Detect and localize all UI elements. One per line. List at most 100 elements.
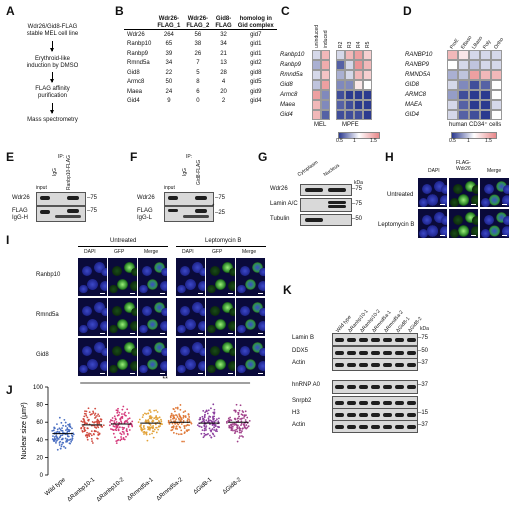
data-point — [212, 403, 215, 406]
y-tick-label: 0 — [40, 473, 44, 479]
data-point — [124, 414, 127, 417]
heatmap-d-cell — [491, 80, 502, 90]
data-point — [189, 421, 192, 424]
heatmap-c-col-label: uninduced — [314, 24, 320, 48]
heatmap-c-cell — [312, 70, 321, 80]
table-row: Armc8 50 8 4 gid5 — [124, 78, 277, 88]
heatmap-c-cell — [345, 70, 354, 80]
cell-blob — [221, 261, 233, 273]
data-point — [148, 433, 151, 436]
cell-blob — [116, 278, 129, 291]
data-point — [119, 418, 122, 420]
table-cell: 264 — [163, 31, 174, 38]
data-point — [155, 431, 158, 434]
table-cell: 6 — [196, 88, 200, 95]
data-point — [56, 437, 59, 440]
marker-k: –50 — [418, 348, 429, 354]
data-point — [115, 421, 118, 423]
data-point — [96, 425, 99, 427]
data-point — [233, 432, 236, 435]
data-point — [97, 413, 100, 416]
ip-label-e: IP: — [58, 154, 65, 160]
data-point — [237, 417, 240, 420]
band — [334, 350, 344, 355]
heatmap-d-cell — [480, 90, 491, 100]
heatmap-d-col-label: ProE — [449, 37, 461, 51]
data-point — [126, 419, 128, 422]
band — [370, 362, 380, 367]
data-point — [97, 426, 100, 429]
data-point — [230, 425, 233, 427]
heatmap-c-cell — [321, 70, 330, 80]
cell-blob — [450, 229, 460, 238]
marker-k-value: 37 — [421, 382, 429, 388]
data-point — [213, 408, 216, 411]
data-point — [148, 417, 151, 420]
data-point — [200, 426, 203, 429]
marker-k: –37 — [418, 422, 429, 428]
cell-blob — [237, 324, 247, 334]
band — [334, 385, 344, 389]
data-point — [64, 437, 67, 440]
data-point — [66, 427, 69, 429]
data-point — [243, 415, 246, 418]
micrograph-i — [78, 338, 107, 376]
data-point — [225, 420, 228, 423]
data-point — [140, 429, 143, 432]
cell-blob — [161, 307, 167, 317]
data-point — [126, 433, 129, 436]
heatmap-c-cell — [321, 100, 330, 110]
data-point — [120, 438, 123, 441]
data-point — [144, 420, 147, 423]
heatmap-c-cell — [336, 50, 345, 60]
row-label-h-untreated: Untreated — [387, 192, 414, 198]
data-point — [244, 410, 247, 413]
data-point — [113, 425, 116, 428]
data-point — [109, 419, 112, 421]
data-point — [58, 427, 61, 430]
cell-blob — [161, 347, 167, 357]
data-point — [131, 420, 134, 423]
cell-blob — [259, 267, 265, 277]
x-tick-label: ΔRanbp10-1 — [67, 477, 97, 504]
data-point — [148, 415, 151, 418]
cell-blob — [191, 261, 203, 273]
data-point — [188, 416, 191, 418]
cell-blob — [101, 347, 107, 357]
marker-k-value: 15 — [421, 410, 429, 416]
data-point — [85, 413, 87, 415]
band — [382, 400, 392, 405]
cell-blob — [86, 318, 99, 331]
data-point — [87, 419, 90, 422]
table-row: Ranbp9 39 26 21 gid1 — [124, 49, 277, 59]
data-point — [209, 419, 212, 422]
data-point — [117, 414, 120, 416]
data-point — [96, 437, 98, 440]
cell-blob — [116, 318, 129, 331]
band — [370, 385, 380, 389]
heatmap-d-cell — [480, 60, 491, 70]
micrograph-i — [78, 258, 107, 296]
data-point — [115, 442, 118, 445]
data-point — [100, 425, 103, 428]
heatmap-d-row-label: RANBP10 — [405, 52, 433, 58]
cell-blob — [240, 305, 251, 316]
cell-blob — [439, 226, 447, 237]
data-point — [118, 426, 121, 429]
data-point — [56, 423, 58, 426]
data-point — [237, 411, 239, 414]
table-cell: gid5 — [250, 79, 262, 86]
data-point — [170, 414, 173, 417]
data-point — [113, 415, 116, 418]
data-point — [248, 420, 251, 422]
cell-blob — [184, 358, 197, 371]
heatmap-c-cell — [345, 100, 354, 110]
micrograph-h — [480, 209, 509, 238]
data-point — [230, 427, 233, 430]
cell-blob — [153, 341, 165, 353]
data-point — [56, 428, 59, 431]
cell-blob — [109, 324, 119, 334]
data-point — [144, 412, 146, 415]
cell-blob — [470, 226, 478, 237]
data-point — [93, 414, 96, 416]
